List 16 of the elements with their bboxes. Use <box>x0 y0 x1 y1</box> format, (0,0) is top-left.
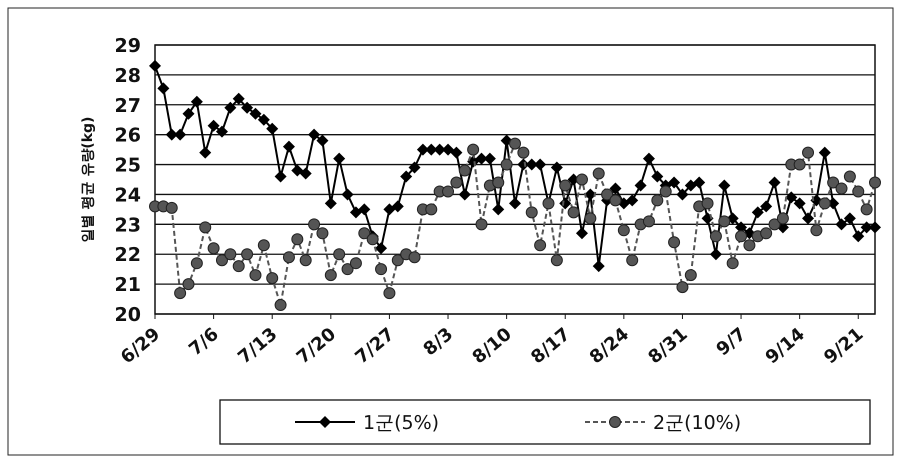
y-tick-label: 28 <box>114 64 141 87</box>
x-tick-label: 7/6 <box>185 324 223 360</box>
y-tick-label: 27 <box>114 94 141 117</box>
y-tick-label: 26 <box>114 124 141 147</box>
x-tick-label: 8/3 <box>420 324 458 360</box>
y-tick-label: 21 <box>114 274 141 296</box>
y-tick-label: 29 <box>114 35 141 57</box>
x-tick-label: 9/7 <box>712 324 750 360</box>
y-tick-label: 25 <box>114 154 141 177</box>
legend-label: 2군(10%) <box>653 412 742 434</box>
y-tick-label: 22 <box>114 244 141 266</box>
y-axis-title: 일별 평균 유량(kg) <box>80 116 96 242</box>
y-tick-label: 20 <box>114 304 141 326</box>
y-tick-label: 23 <box>114 214 141 236</box>
y-tick-label: 24 <box>114 184 141 206</box>
legend-label: 1군(5%) <box>363 412 440 434</box>
